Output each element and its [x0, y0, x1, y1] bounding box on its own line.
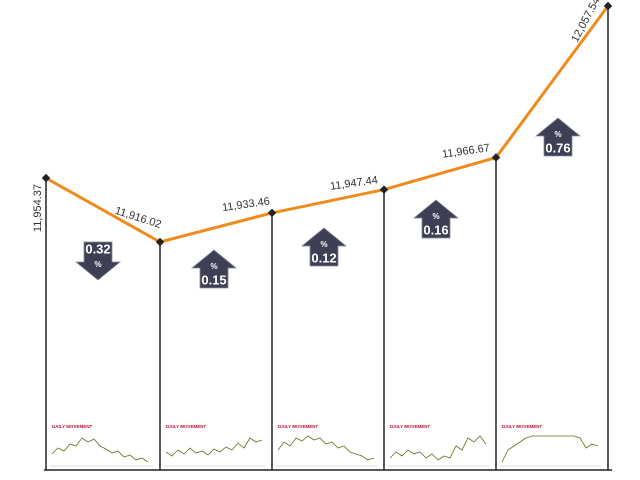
- panel-title: DAILY MOVEMENT: [166, 424, 207, 429]
- change-value: 0.16: [423, 222, 448, 237]
- change-arrow: [534, 117, 582, 157]
- change-arrow: [74, 241, 122, 281]
- change-arrow: [300, 227, 348, 267]
- point-label: 11,947.44: [329, 174, 378, 193]
- sparkline: [501, 435, 599, 463]
- panel-title: DAILY MOVEMENT: [390, 424, 431, 429]
- change-value: 0.32: [85, 241, 110, 256]
- change-value: 0.76: [545, 140, 570, 155]
- point-label: 11,954.37: [32, 184, 44, 232]
- change-value: 0.12: [311, 250, 336, 265]
- point: [41, 173, 51, 183]
- change-arrow: [190, 249, 238, 289]
- point: [267, 208, 277, 218]
- sparkline: [51, 437, 149, 463]
- panel-title: DAILY MOVEMENT: [52, 424, 93, 429]
- change-arrow: [412, 199, 460, 239]
- panel-title: DAILY MOVEMENT: [278, 424, 319, 429]
- change-unit: %: [554, 130, 561, 139]
- change-unit: %: [320, 240, 327, 249]
- panels: DAILY MOVEMENT DAILY MOVEMENT DAILY MOVEME…: [44, 424, 612, 471]
- sparkline: [277, 435, 375, 461]
- point-label: 11,933.46: [221, 196, 270, 215]
- point-label: 11,916.02: [113, 205, 162, 231]
- point: [491, 153, 501, 162]
- point-label: 11,966.67: [441, 142, 490, 161]
- change-unit: %: [210, 262, 217, 271]
- change-unit: %: [432, 212, 439, 221]
- sparkline: [165, 437, 263, 457]
- point: [379, 185, 389, 194]
- line: [45, 5, 610, 244]
- point: [155, 237, 165, 247]
- change-unit: %: [94, 260, 101, 269]
- plot: 11,954.37 11,916.02 11,933.46 11,947.44 11,9…: [32, 0, 613, 470]
- sparkline: [389, 435, 487, 461]
- change-value: 0.15: [201, 272, 226, 287]
- panel-title: DAILY MOVEMENT: [502, 424, 543, 429]
